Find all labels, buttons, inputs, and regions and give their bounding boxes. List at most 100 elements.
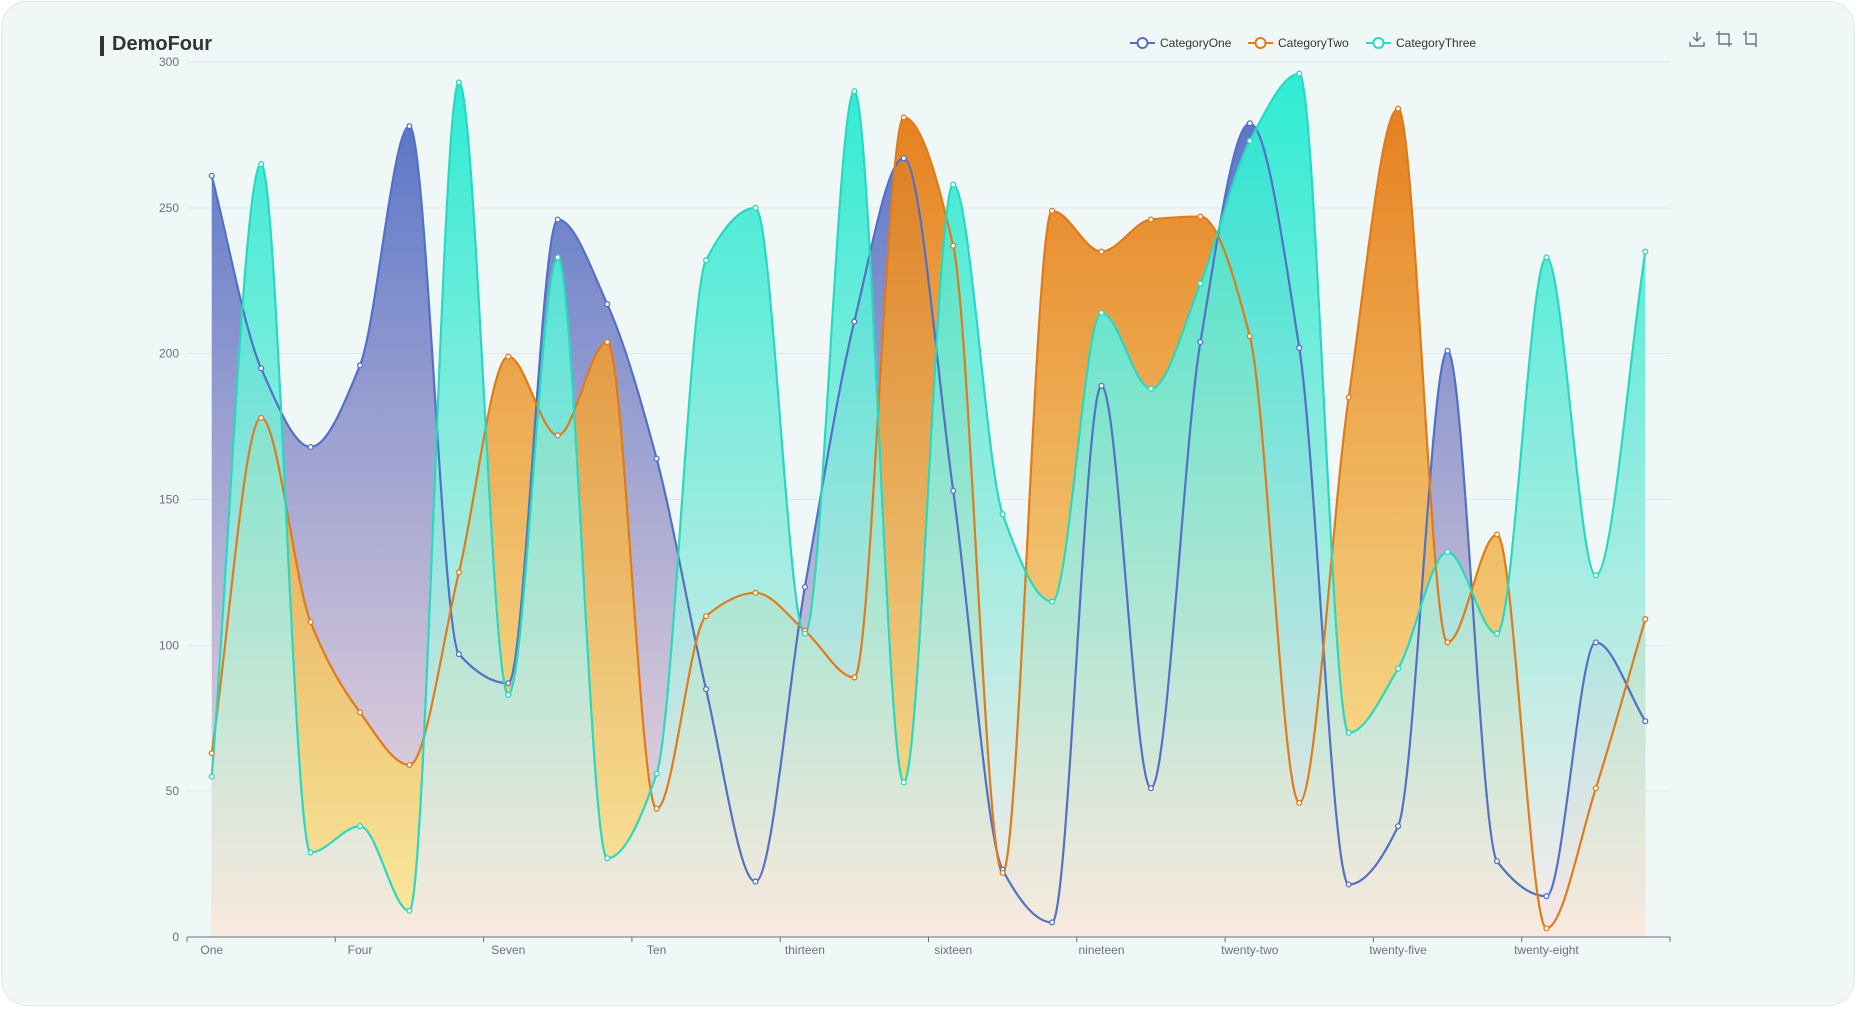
point-CategoryTwo	[307, 618, 314, 626]
point-CategoryOne	[208, 172, 215, 179]
point-CategoryOne	[1444, 347, 1451, 354]
x-tick-label: twenty-eight	[1514, 943, 1579, 957]
point-CategoryThree	[455, 79, 462, 86]
y-tick-label: 0	[172, 930, 179, 944]
legend-marker	[1254, 37, 1267, 49]
point-CategoryOne	[1049, 919, 1056, 926]
point-CategoryThree	[1444, 548, 1451, 556]
point-CategoryTwo	[851, 674, 858, 681]
point-CategoryThree	[999, 511, 1006, 518]
point-CategoryTwo	[258, 414, 265, 421]
point-CategoryThree	[1296, 70, 1303, 77]
point-CategoryThree	[406, 907, 413, 914]
point-CategoryThree	[1049, 598, 1056, 605]
legend-label: CategoryThree	[1396, 36, 1476, 50]
point-layer	[208, 70, 1649, 932]
point-CategoryTwo	[1246, 333, 1253, 340]
point-CategoryThree	[505, 691, 512, 698]
point-CategoryTwo	[1395, 105, 1402, 112]
point-CategoryTwo	[752, 589, 759, 596]
point-CategoryThree	[1493, 630, 1501, 637]
line-CategoryOne	[210, 122, 1647, 924]
legend-label: CategoryOne	[1160, 36, 1232, 50]
point-CategoryOne	[554, 216, 561, 223]
point-CategoryOne	[801, 583, 808, 591]
y-tick-label: 300	[159, 55, 179, 69]
line-layer	[210, 72, 1647, 930]
point-CategoryOne	[1147, 785, 1154, 792]
point-CategoryTwo	[653, 805, 660, 812]
point-CategoryOne	[455, 651, 462, 658]
point-CategoryThree	[1197, 280, 1204, 287]
legend[interactable]: CategoryOne CategoryTwo CategoryThree	[1130, 36, 1476, 50]
point-CategoryTwo	[1147, 216, 1154, 223]
point-CategoryThree	[801, 630, 808, 637]
point-CategoryTwo	[554, 432, 561, 439]
point-CategoryOne	[406, 123, 413, 130]
point-CategoryThree	[1098, 309, 1105, 316]
point-CategoryThree	[604, 855, 611, 862]
point-CategoryTwo	[604, 338, 611, 346]
point-CategoryThree	[900, 779, 907, 786]
y-tick-label: 100	[159, 638, 179, 652]
point-CategoryOne	[258, 365, 265, 372]
point-CategoryThree	[307, 849, 314, 856]
line-CategoryThree	[210, 72, 1647, 912]
point-CategoryOne	[505, 680, 512, 687]
legend-item-CategoryOne[interactable]: CategoryOne	[1130, 36, 1232, 50]
x-tick-label: Four	[348, 943, 373, 957]
point-CategoryThree	[702, 257, 710, 264]
x-tick-label: One	[200, 943, 223, 957]
point-CategoryThree	[653, 770, 660, 777]
point-CategoryOne	[653, 455, 660, 462]
point-CategoryOne	[1246, 120, 1253, 127]
point-CategoryOne	[356, 362, 364, 369]
point-CategoryOne	[1345, 881, 1352, 888]
point-CategoryThree	[1642, 248, 1649, 255]
y-tick-label: 50	[166, 784, 180, 798]
point-CategoryTwo	[950, 242, 957, 249]
point-CategoryOne	[752, 878, 759, 885]
point-CategoryTwo	[1444, 639, 1451, 646]
zoom-reset-icon[interactable]	[1742, 30, 1760, 48]
x-tick-label: Seven	[491, 943, 525, 957]
point-CategoryOne	[604, 301, 611, 308]
point-CategoryOne	[900, 155, 907, 162]
chart-title: DemoFour	[112, 33, 212, 55]
point-CategoryThree	[1147, 385, 1154, 392]
point-CategoryThree	[1592, 572, 1599, 579]
point-CategoryThree	[950, 181, 957, 188]
point-CategoryThree	[851, 88, 858, 95]
point-CategoryOne	[1395, 823, 1402, 830]
point-CategoryOne	[1493, 858, 1501, 865]
point-CategoryThree	[208, 773, 215, 780]
point-CategoryThree	[1345, 729, 1352, 736]
point-CategoryOne	[1098, 382, 1105, 389]
legend-item-CategoryThree[interactable]: CategoryThree	[1366, 36, 1476, 50]
legend-marker	[1136, 37, 1149, 49]
axis-layer: 0 50 100 150 200 250 300 One Four Seven Ten thirtee…	[159, 55, 1671, 957]
point-CategoryOne	[1543, 893, 1550, 900]
x-tick-label: nineteen	[1078, 943, 1124, 957]
point-CategoryThree	[1543, 254, 1550, 261]
legend-item-CategoryTwo[interactable]: CategoryTwo	[1248, 36, 1349, 50]
point-CategoryTwo	[1296, 799, 1303, 806]
point-CategoryThree	[554, 254, 561, 261]
point-CategoryOne	[1296, 344, 1303, 351]
point-CategoryTwo	[702, 613, 710, 620]
y-tick-label: 250	[159, 201, 179, 215]
x-tick-label: thirteen	[785, 943, 825, 957]
point-CategoryThree	[258, 161, 265, 168]
point-CategoryTwo	[406, 761, 413, 768]
legend-label: CategoryTwo	[1278, 36, 1349, 50]
toolbox	[1688, 30, 1760, 48]
point-CategoryThree	[752, 204, 759, 211]
point-CategoryThree	[356, 823, 364, 830]
point-CategoryTwo	[1642, 616, 1649, 623]
data-zoom-icon[interactable]	[1715, 30, 1733, 48]
area-CategoryThree	[211, 73, 1646, 937]
x-tick-label: Ten	[647, 943, 666, 957]
point-CategoryOne	[851, 318, 858, 325]
download-icon[interactable]	[1688, 30, 1706, 48]
point-CategoryTwo	[999, 869, 1006, 876]
